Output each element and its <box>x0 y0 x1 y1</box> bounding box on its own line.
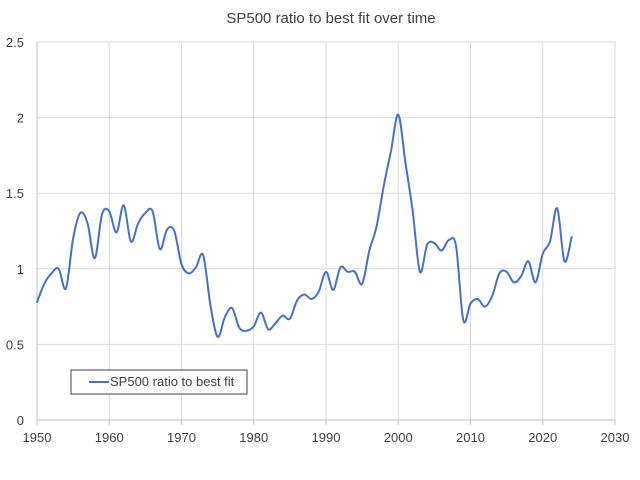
y-tick-label: 1.5 <box>6 186 24 201</box>
y-tick-label: 2 <box>17 111 24 126</box>
x-tick-label: 2030 <box>601 430 630 445</box>
series-line <box>36 113 573 338</box>
x-tick-label: 2000 <box>384 430 413 445</box>
y-tick-labels: 0 0.5 1 1.5 2 2.5 <box>6 35 24 428</box>
x-tick-label: 1970 <box>167 430 196 445</box>
legend: SP500 ratio to best fit <box>70 369 248 395</box>
x-tick-label: 1980 <box>239 430 268 445</box>
x-tick-label: 1960 <box>95 430 124 445</box>
x-tick-label: 2020 <box>528 430 557 445</box>
y-tick-label: 0.5 <box>6 337 24 352</box>
axes <box>36 42 616 425</box>
x-tick-label: 1990 <box>312 430 341 445</box>
series-group <box>36 113 573 338</box>
y-tick-label: 0 <box>17 413 24 428</box>
legend-label: SP500 ratio to best fit <box>110 374 235 389</box>
chart-title: SP500 ratio to best fit over time <box>226 10 435 27</box>
x-tick-label: 2010 <box>456 430 485 445</box>
x-tick-labels: 1950 1960 1970 1980 1990 2000 2010 2020 2030 <box>23 430 630 445</box>
gridlines <box>37 41 616 420</box>
y-tick-label: 2.5 <box>6 35 24 50</box>
x-tick-label: 1950 <box>23 430 52 445</box>
y-tick-label: 1 <box>17 262 24 277</box>
